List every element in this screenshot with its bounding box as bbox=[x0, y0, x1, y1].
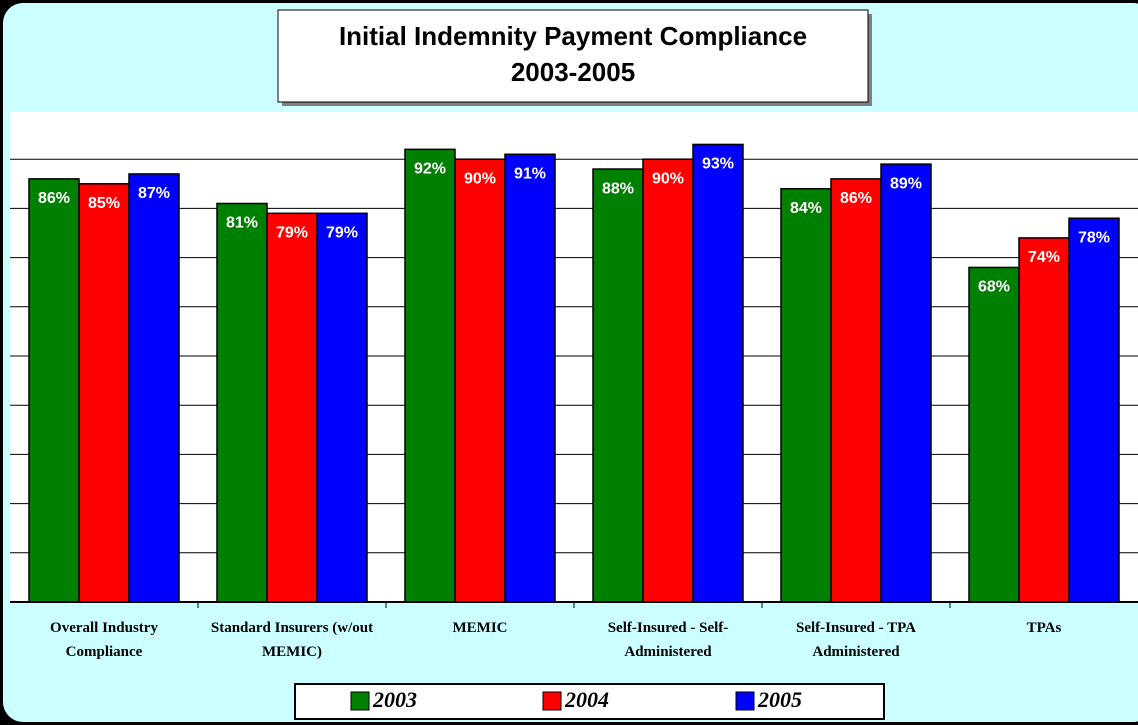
bar bbox=[78, 183, 130, 603]
bar bbox=[692, 143, 744, 603]
data-label: 86% bbox=[38, 190, 70, 207]
x-tick-label-box: Standard Insurers (w/out MEMIC) bbox=[210, 620, 374, 660]
bar bbox=[780, 187, 832, 603]
data-label: 93% bbox=[702, 156, 734, 173]
x-tick-label-box: Self-Insured - Self-Administered bbox=[607, 620, 729, 660]
legend-swatch bbox=[735, 691, 755, 711]
bar bbox=[592, 168, 644, 603]
bar bbox=[266, 212, 318, 603]
data-label: 91% bbox=[514, 165, 546, 182]
title-box bbox=[277, 9, 869, 103]
data-label: 87% bbox=[138, 185, 170, 202]
data-label: 85% bbox=[88, 195, 120, 212]
legend-swatch bbox=[350, 691, 370, 711]
data-label: 74% bbox=[1028, 249, 1060, 266]
x-tick-label: TPAs bbox=[1026, 620, 1062, 636]
data-label: 68% bbox=[978, 279, 1010, 296]
legend-label: 2005 bbox=[757, 687, 802, 712]
data-label: 92% bbox=[414, 161, 446, 178]
bar bbox=[504, 153, 556, 603]
data-label: 78% bbox=[1078, 229, 1110, 246]
data-label: 88% bbox=[602, 180, 634, 197]
data-label: 79% bbox=[276, 225, 308, 242]
x-tick-label: Overall Industry Compliance bbox=[50, 620, 158, 660]
x-tick-label: MEMIC bbox=[452, 620, 508, 636]
chart-subtitle: 2003-2005 bbox=[511, 57, 635, 87]
x-tick-label: Self-Insured - TPA Administered bbox=[795, 620, 916, 660]
legend bbox=[294, 683, 885, 720]
x-tick-label: Self-Insured - Self-Administered bbox=[607, 620, 729, 660]
bar bbox=[880, 163, 932, 603]
bar bbox=[128, 173, 180, 603]
chart-title: Initial Indemnity Payment Compliance bbox=[339, 21, 807, 51]
bar bbox=[642, 158, 694, 603]
x-tick-label: Standard Insurers (w/out MEMIC) bbox=[210, 620, 374, 660]
legend-swatch bbox=[542, 691, 562, 711]
bar bbox=[968, 266, 1020, 603]
data-label: 90% bbox=[652, 170, 684, 187]
x-tick-label-box: TPAs bbox=[1026, 620, 1062, 636]
data-label: 90% bbox=[464, 170, 496, 187]
data-label: 79% bbox=[326, 225, 358, 242]
plot-area bbox=[10, 112, 1138, 602]
bar bbox=[28, 178, 80, 603]
bar bbox=[454, 158, 506, 603]
data-label: 89% bbox=[890, 175, 922, 192]
bar bbox=[830, 178, 882, 603]
x-tick-label-box: Overall Industry Compliance bbox=[50, 620, 158, 660]
bar bbox=[404, 148, 456, 603]
data-label: 81% bbox=[226, 215, 258, 232]
bar bbox=[1018, 237, 1070, 603]
legend-label: 2004 bbox=[564, 687, 609, 712]
x-tick-label-box: Self-Insured - TPA Administered bbox=[795, 620, 916, 660]
bar bbox=[216, 202, 268, 603]
data-label: 86% bbox=[840, 190, 872, 207]
bar bbox=[316, 212, 368, 603]
data-label: 84% bbox=[790, 200, 822, 217]
x-tick-label-box: MEMIC bbox=[452, 620, 508, 636]
legend-label: 2003 bbox=[372, 687, 417, 712]
bar bbox=[1068, 217, 1120, 603]
